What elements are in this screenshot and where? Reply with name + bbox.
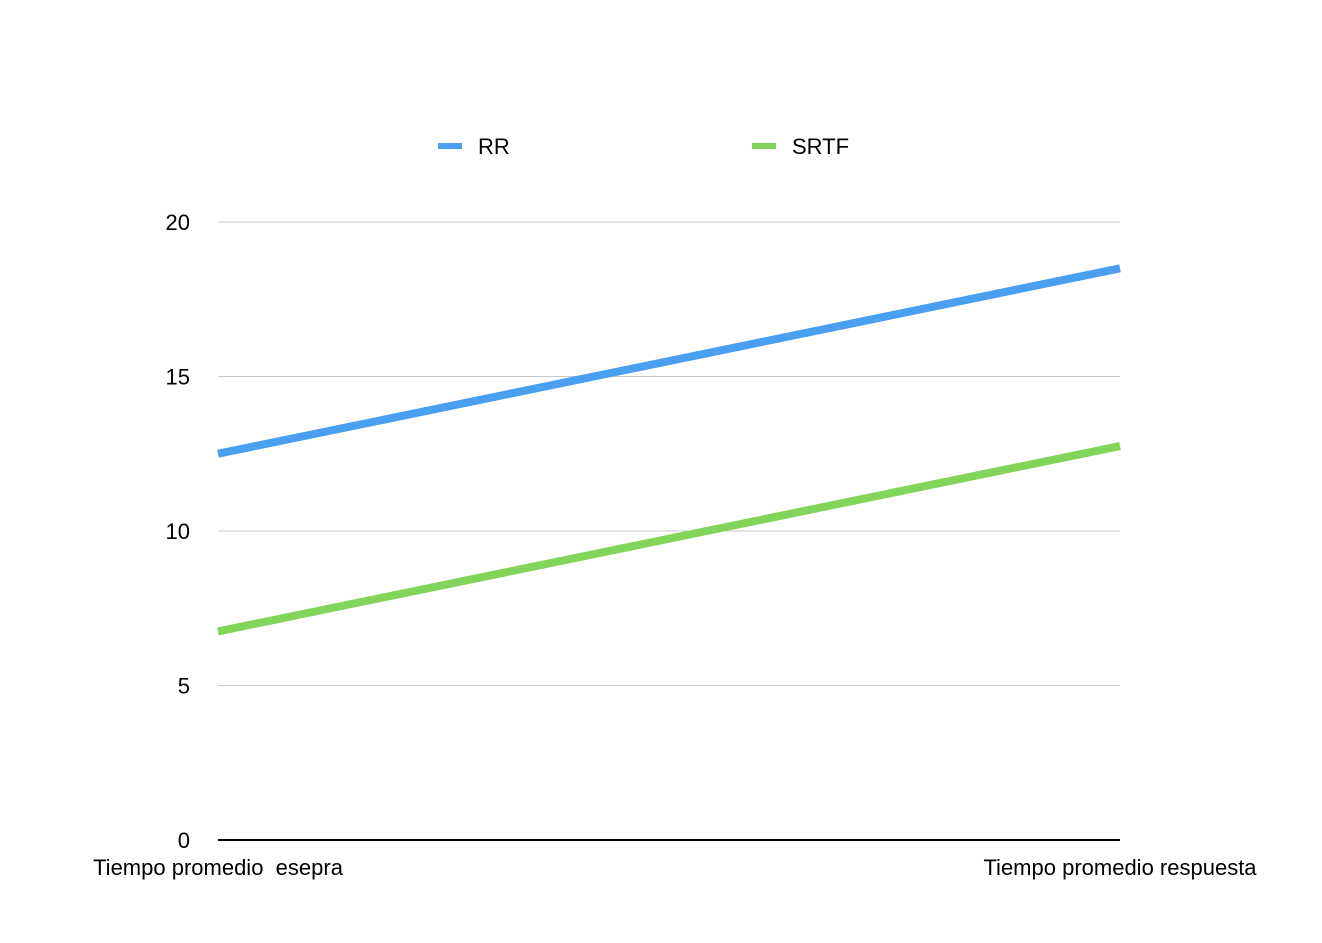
x-axis-categories: Tiempo promedio esepra Tiempo promedio re… [93, 855, 1257, 880]
x-category-label: Tiempo promedio respuesta [983, 855, 1257, 880]
series-layer [217, 264, 1121, 636]
legend-label-srtf: SRTF [792, 134, 849, 159]
y-tick-label: 20 [166, 210, 190, 235]
y-axis-ticks: 0 5 10 15 20 [166, 210, 190, 853]
series-line-srtf [217, 442, 1121, 636]
y-tick-label: 15 [166, 365, 190, 390]
y-tick-label: 10 [166, 519, 190, 544]
x-category-label: Tiempo promedio esepra [93, 855, 344, 880]
legend: RR SRTF [438, 134, 849, 159]
y-tick-label: 0 [178, 828, 190, 853]
y-tick-label: 5 [178, 674, 190, 699]
legend-label-rr: RR [478, 134, 510, 159]
grid-layer [218, 221, 1120, 686]
series-line-rr [217, 264, 1121, 458]
